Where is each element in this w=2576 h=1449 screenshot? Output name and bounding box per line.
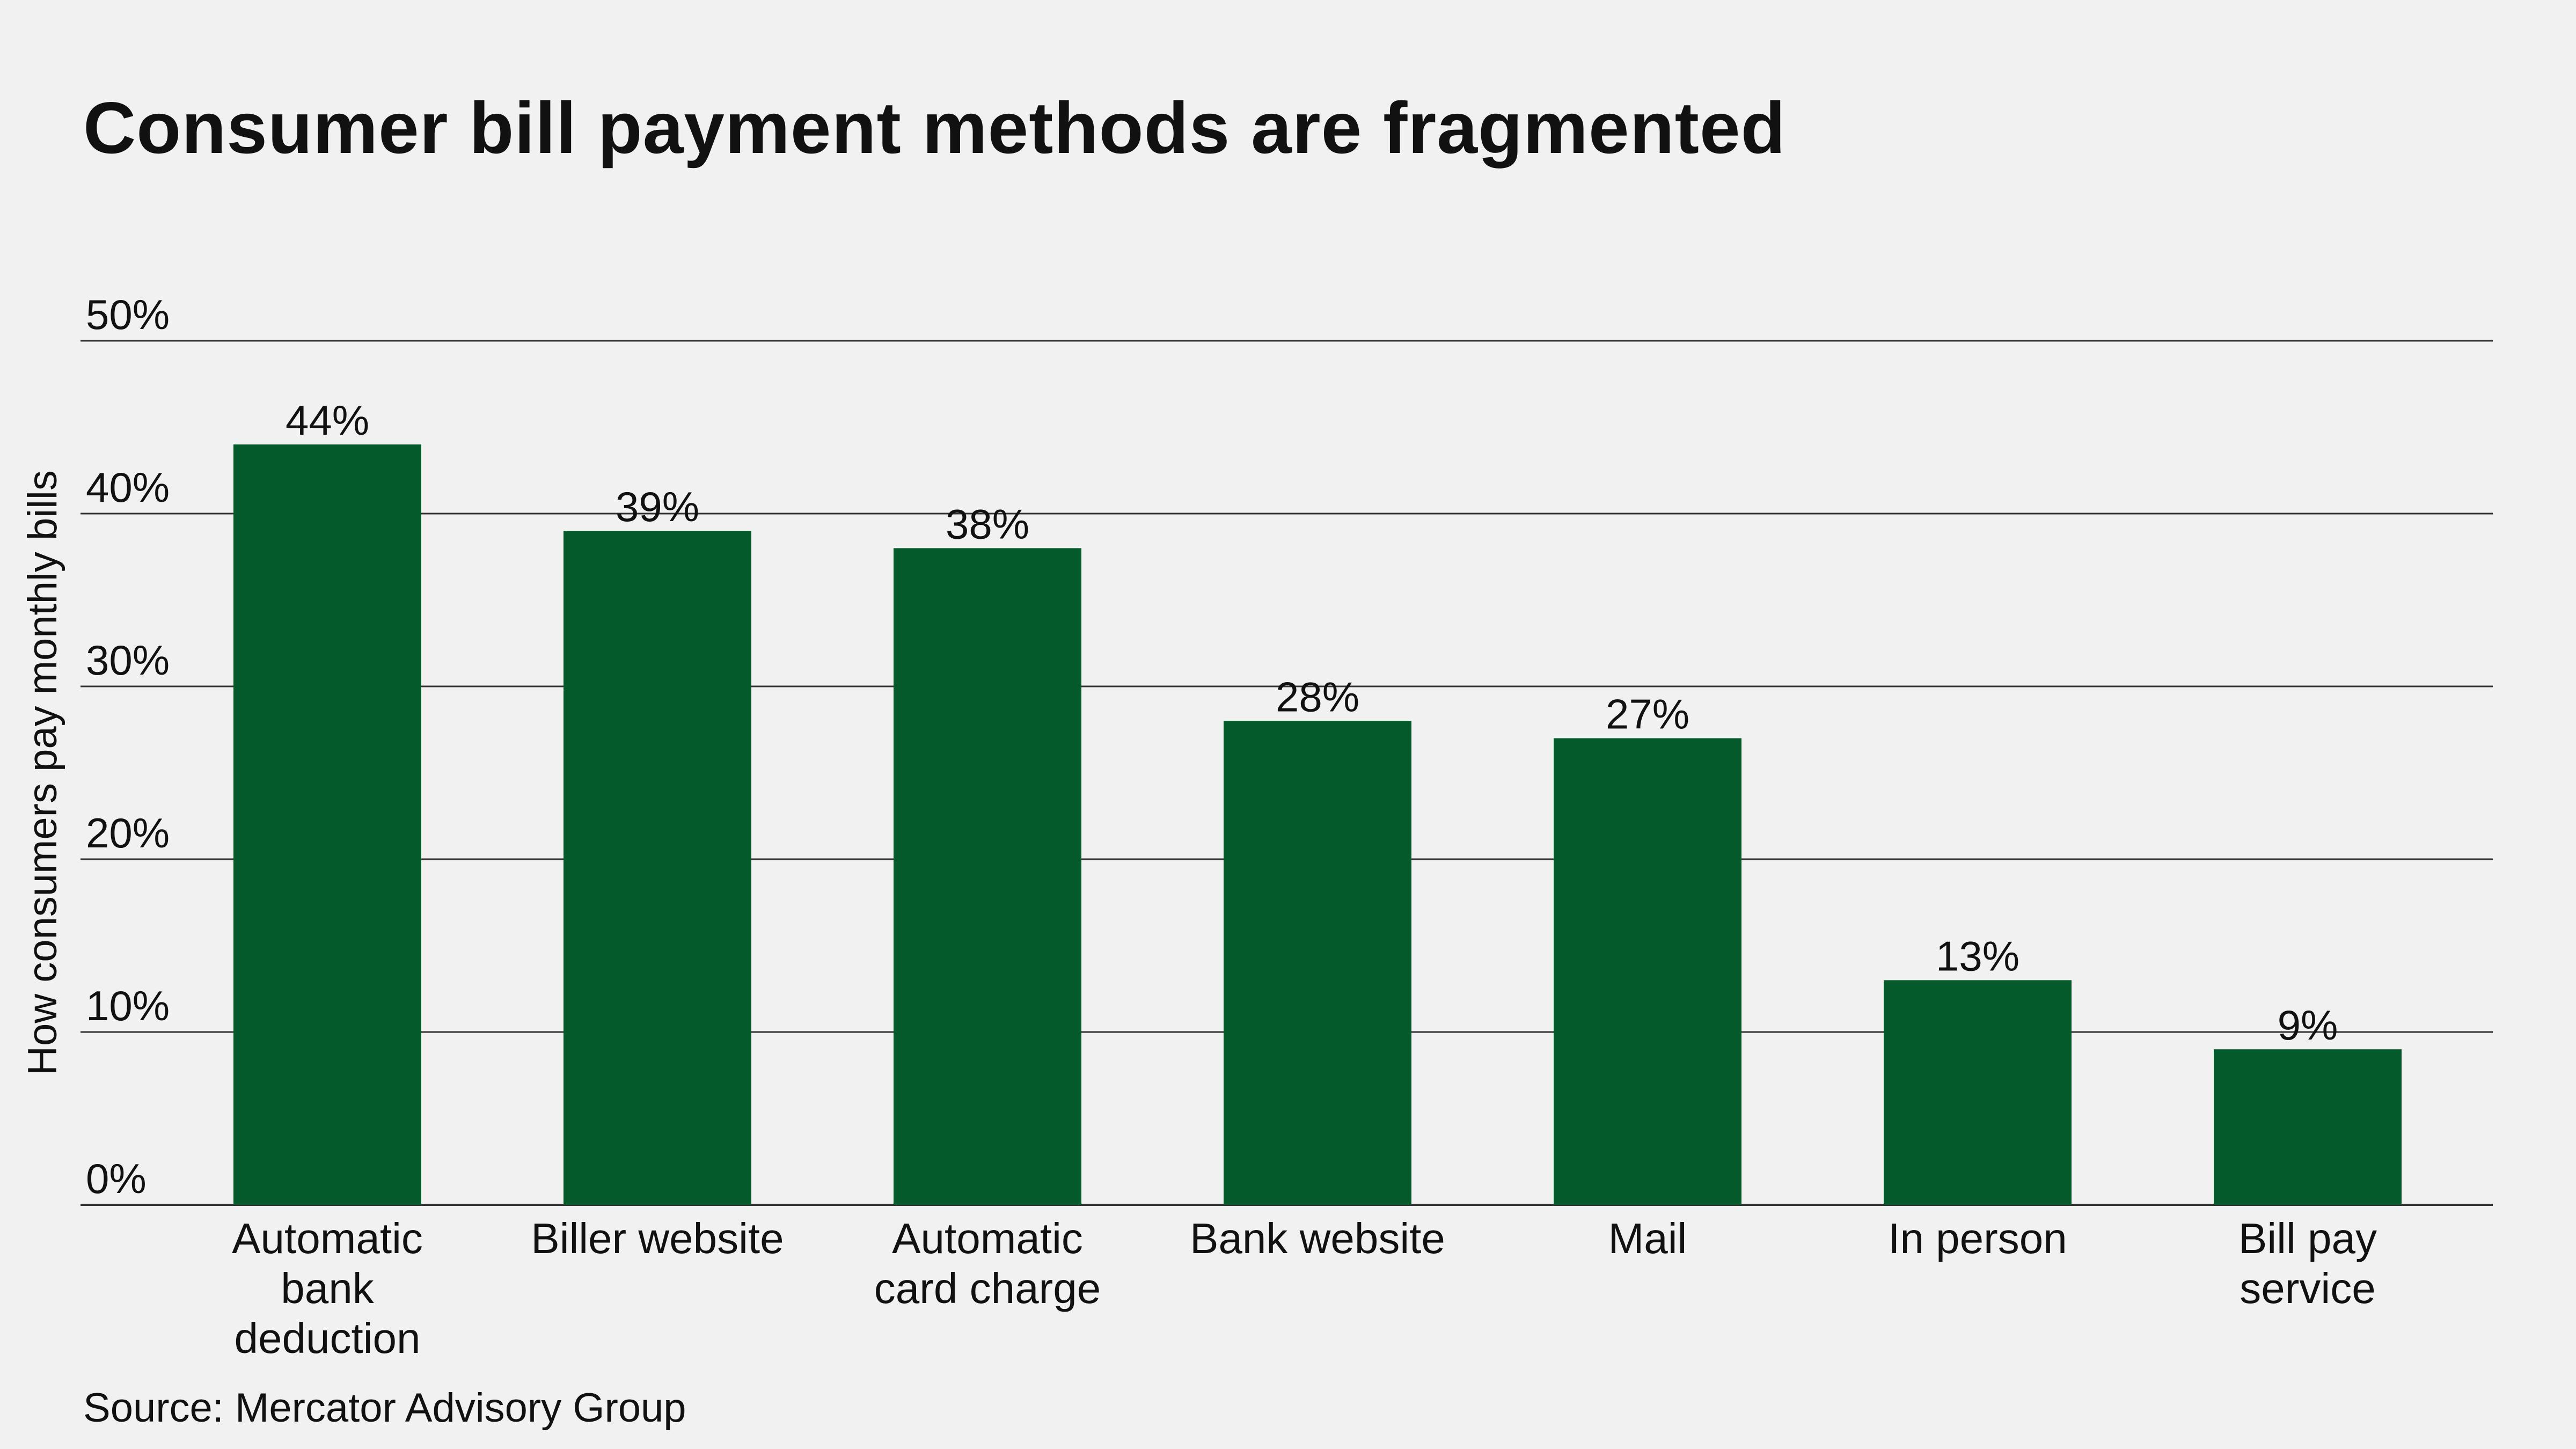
y-tick-label: 0% xyxy=(86,1155,147,1202)
bar xyxy=(1884,980,2072,1205)
bar xyxy=(894,548,1081,1205)
category-label: In person xyxy=(1888,1214,2067,1262)
category-label: Mail xyxy=(1608,1214,1687,1262)
chart-title: Consumer bill payment methods are fragme… xyxy=(83,87,1786,169)
x-axis-ticks: Automatic bank deduction Biller website Auto… xyxy=(232,1214,2377,1362)
bar xyxy=(1554,738,1741,1205)
category-label: Biller website xyxy=(531,1214,784,1262)
data-label: 27% xyxy=(1606,691,1689,738)
category-label: Bill pay service xyxy=(2238,1214,2377,1312)
y-tick-label: 10% xyxy=(86,982,170,1029)
data-label: 38% xyxy=(946,500,1029,547)
y-tick-label: 50% xyxy=(86,291,170,338)
bar xyxy=(233,444,421,1205)
bar xyxy=(2214,1049,2402,1205)
y-axis-ticks: 0% 10% 20% 30% 40% 50% xyxy=(86,291,170,1202)
y-tick-label: 20% xyxy=(86,809,170,857)
data-label: 28% xyxy=(1276,673,1359,720)
category-label: Bank website xyxy=(1190,1214,1445,1262)
data-label: 39% xyxy=(616,483,699,530)
bars xyxy=(233,444,2402,1205)
y-tick-label: 30% xyxy=(86,636,170,684)
data-label: 9% xyxy=(2278,1001,2338,1049)
category-label: Automatic bank deduction xyxy=(232,1214,423,1362)
bar xyxy=(564,531,751,1205)
category-label: Automatic card charge xyxy=(874,1214,1101,1312)
y-axis-label: How consumers pay monthly bills xyxy=(20,470,65,1075)
data-labels: 44% 39% 38% 28% 27% 13% 9% xyxy=(286,397,2338,1049)
data-label: 44% xyxy=(286,397,369,444)
y-tick-label: 40% xyxy=(86,464,170,511)
bar xyxy=(1224,721,1411,1205)
source-note: Source: Mercator Advisory Group xyxy=(83,1385,686,1431)
data-label: 13% xyxy=(1936,932,2019,979)
